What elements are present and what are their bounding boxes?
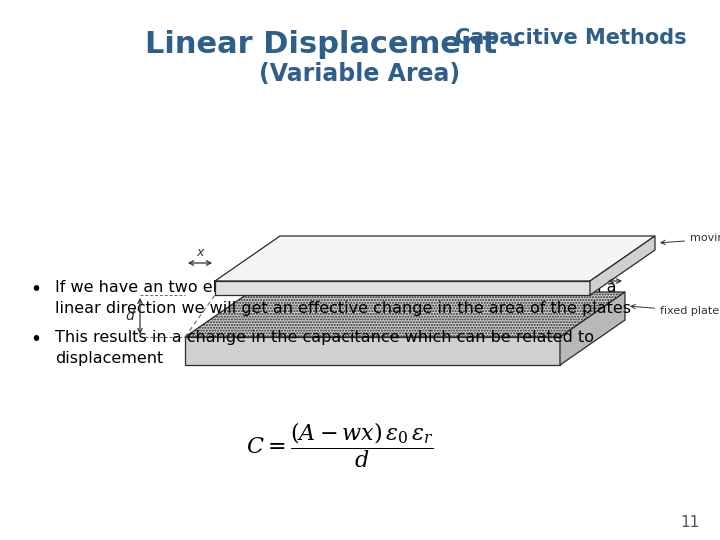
Text: d: d	[125, 309, 135, 323]
Polygon shape	[560, 292, 625, 365]
Text: (Variable Area): (Variable Area)	[259, 62, 461, 86]
Text: $C = \dfrac{(A - wx)\,\varepsilon_0\,\varepsilon_r}{d}$: $C = \dfrac{(A - wx)\,\varepsilon_0\,\va…	[246, 420, 434, 470]
Text: Capacitive Methods: Capacitive Methods	[455, 28, 687, 48]
Text: •: •	[30, 330, 41, 349]
Text: fixed plate: fixed plate	[631, 305, 719, 316]
Polygon shape	[215, 281, 590, 295]
Text: If we have an two electrodes and one moves relative to the other in a
linear dir: If we have an two electrodes and one mov…	[55, 280, 631, 316]
Polygon shape	[215, 236, 655, 281]
Text: 11: 11	[680, 515, 700, 530]
Text: •: •	[30, 280, 41, 299]
Text: x: x	[197, 246, 204, 259]
Text: Linear Displacement -: Linear Displacement -	[145, 30, 531, 59]
Polygon shape	[185, 292, 625, 337]
Text: moving plate: moving plate	[661, 233, 720, 245]
Polygon shape	[185, 337, 560, 365]
Text: This results in a change in the capacitance which can be related to
displacement: This results in a change in the capacita…	[55, 330, 594, 366]
Polygon shape	[590, 236, 655, 295]
